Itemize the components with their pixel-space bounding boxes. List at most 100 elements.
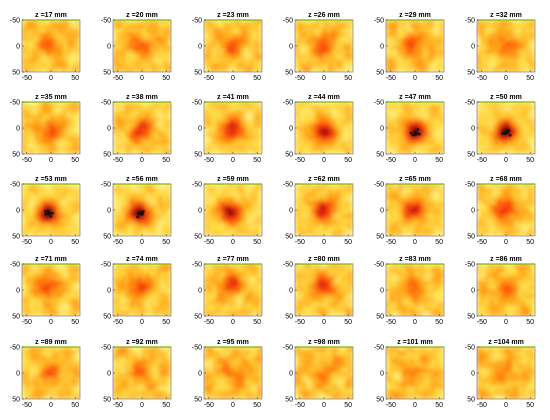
y-tick-label: -50: [283, 262, 293, 269]
y-tick-label: 50: [467, 70, 475, 77]
y-tick-label: 50: [103, 397, 111, 404]
x-tick-label: -50: [477, 157, 487, 164]
x-tick-label: 50: [71, 402, 79, 409]
panel-title: z =56 mm: [126, 176, 158, 183]
peak-marker: [45, 212, 48, 215]
y-tick-label: -50: [101, 262, 111, 269]
heat-field: [113, 347, 171, 399]
panel-title: z =68 mm: [490, 176, 522, 183]
x-tick-label: 50: [71, 239, 79, 246]
y-tick-label: -50: [101, 182, 111, 189]
y-tick-label: 0: [471, 208, 475, 215]
y-tick-label: 0: [198, 44, 202, 51]
panel-title: z =50 mm: [490, 94, 522, 101]
heat-field: [477, 102, 535, 154]
y-tick-label: 0: [198, 126, 202, 133]
y-tick-label: 50: [103, 314, 111, 321]
x-tick-label: 0: [49, 239, 53, 246]
x-tick-label: -50: [113, 319, 123, 326]
peak-marker: [141, 210, 144, 213]
x-tick-label: 50: [253, 75, 261, 82]
panel-title: z =65 mm: [399, 176, 431, 183]
heat-field: [295, 264, 353, 316]
x-tick-label: -50: [204, 239, 214, 246]
y-tick-label: -50: [374, 262, 384, 269]
y-tick-label: -50: [374, 100, 384, 107]
y-tick-label: -50: [10, 100, 20, 107]
x-tick-label: 0: [231, 157, 235, 164]
peak-marker: [46, 209, 50, 213]
x-tick-label: -50: [477, 319, 487, 326]
y-tick-label: 50: [12, 152, 20, 159]
y-tick-label: 0: [107, 371, 111, 378]
panel-title: z =44 mm: [308, 94, 340, 101]
y-tick-label: 0: [16, 288, 20, 295]
heat-field: [113, 20, 171, 72]
y-tick-label: -50: [374, 182, 384, 189]
y-tick-label: 0: [289, 208, 293, 215]
x-tick-label: 50: [526, 402, 534, 409]
x-tick-label: -50: [204, 402, 214, 409]
x-tick-label: -50: [386, 319, 396, 326]
y-tick-label: 0: [380, 208, 384, 215]
y-tick-label: -50: [10, 182, 20, 189]
peak-marker: [501, 132, 504, 135]
panel-title: z =20 mm: [126, 12, 158, 19]
peak-marker: [413, 131, 417, 134]
y-tick-label: 50: [12, 314, 20, 321]
x-tick-label: 50: [435, 157, 443, 164]
peak-marker: [414, 133, 418, 137]
x-tick-label: 50: [435, 239, 443, 246]
y-tick-label: -50: [192, 345, 202, 352]
x-tick-label: 50: [435, 75, 443, 82]
y-tick-label: -50: [283, 18, 293, 25]
heat-field: [477, 20, 535, 72]
x-tick-label: -50: [295, 75, 305, 82]
x-tick-label: 0: [504, 402, 508, 409]
y-tick-label: -50: [374, 18, 384, 25]
panel-title: z =74 mm: [126, 256, 158, 263]
panel-title: z =92 mm: [126, 339, 158, 346]
y-tick-label: 50: [285, 152, 293, 159]
y-tick-label: -50: [192, 182, 202, 189]
y-tick-label: -50: [374, 345, 384, 352]
y-tick-label: 50: [12, 234, 20, 241]
x-tick-label: 0: [322, 239, 326, 246]
heat-field: [477, 184, 535, 236]
x-tick-label: -50: [204, 319, 214, 326]
heat-field: [204, 264, 262, 316]
x-tick-label: -50: [386, 402, 396, 409]
y-tick-label: -50: [10, 18, 20, 25]
x-tick-label: 50: [344, 75, 352, 82]
y-tick-label: 50: [376, 70, 384, 77]
panel-title: z =98 mm: [308, 339, 340, 346]
y-tick-label: -50: [283, 100, 293, 107]
heat-field: [386, 264, 444, 316]
x-tick-label: -50: [22, 75, 32, 82]
heat-field: [204, 102, 262, 154]
x-tick-label: -50: [295, 239, 305, 246]
y-tick-label: 0: [471, 288, 475, 295]
x-tick-label: 50: [435, 402, 443, 409]
x-tick-label: -50: [204, 75, 214, 82]
y-tick-label: 0: [380, 126, 384, 133]
y-tick-label: 0: [198, 208, 202, 215]
panel-title: z =59 mm: [217, 176, 249, 183]
x-tick-label: -50: [113, 157, 123, 164]
x-tick-label: 50: [162, 402, 170, 409]
x-tick-label: 50: [162, 319, 170, 326]
